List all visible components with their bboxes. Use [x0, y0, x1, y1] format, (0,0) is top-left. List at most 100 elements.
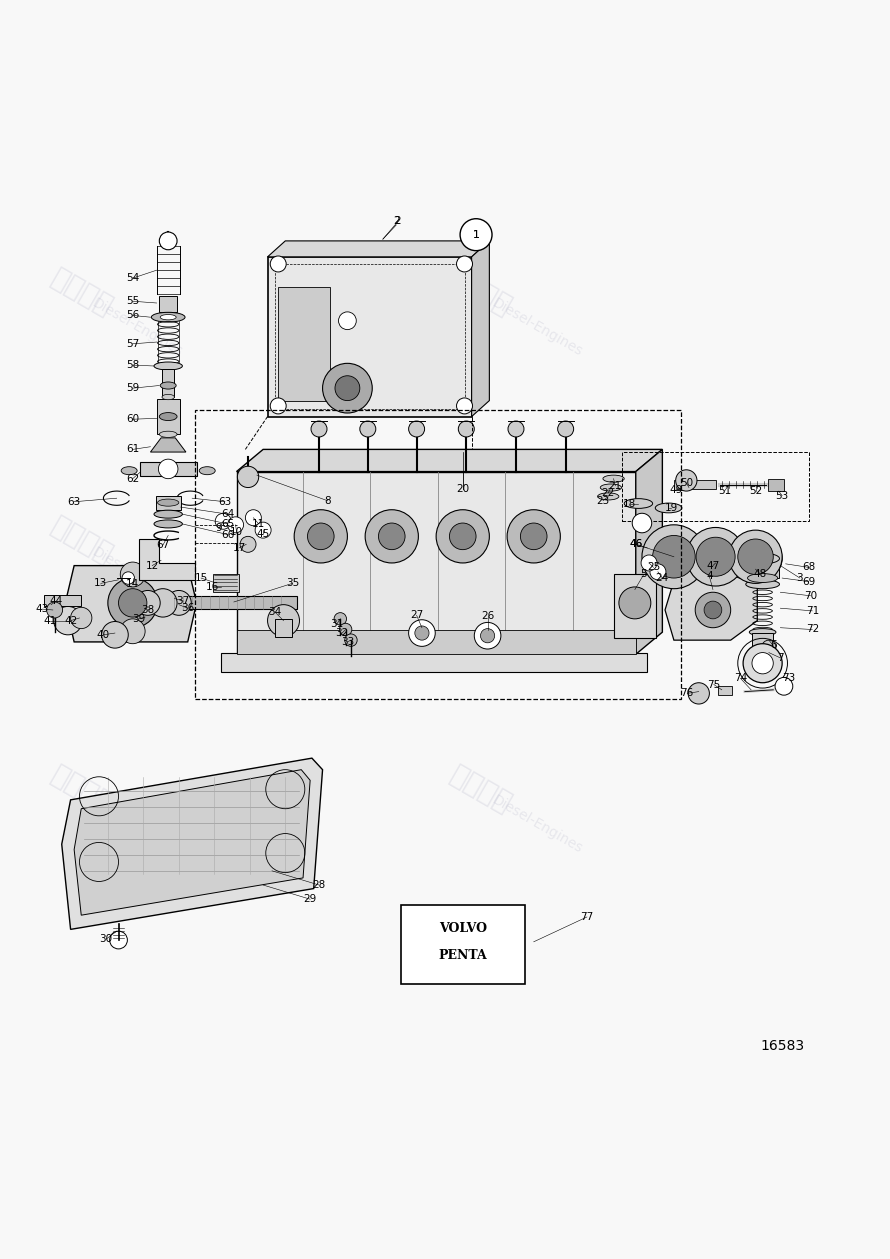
Text: 2: 2 [392, 217, 400, 227]
Bar [162, 369, 174, 397]
Text: 38: 38 [142, 606, 154, 614]
Text: 15: 15 [194, 573, 207, 583]
Text: 46: 46 [629, 539, 643, 549]
Circle shape [632, 514, 651, 533]
Circle shape [135, 590, 160, 616]
Circle shape [70, 607, 92, 628]
Circle shape [650, 564, 666, 580]
Ellipse shape [154, 520, 182, 528]
Text: 55: 55 [126, 296, 140, 306]
Bar [237, 630, 635, 655]
Bar [195, 410, 681, 699]
Polygon shape [635, 449, 662, 655]
Ellipse shape [159, 431, 177, 437]
Polygon shape [74, 769, 310, 915]
Polygon shape [268, 240, 490, 257]
Circle shape [118, 589, 147, 617]
Text: 73: 73 [781, 674, 795, 684]
Circle shape [166, 590, 191, 616]
Circle shape [120, 562, 145, 587]
Circle shape [101, 622, 128, 648]
Text: 12: 12 [146, 560, 158, 570]
Ellipse shape [199, 467, 215, 475]
Text: 77: 77 [580, 912, 594, 922]
Circle shape [159, 232, 177, 249]
Bar [213, 574, 239, 592]
Bar [166, 596, 297, 609]
Text: 5: 5 [641, 569, 647, 579]
Circle shape [122, 572, 134, 584]
Text: 33: 33 [341, 637, 354, 647]
Circle shape [240, 536, 256, 553]
Text: 70: 70 [804, 590, 817, 601]
Circle shape [474, 622, 501, 650]
Text: 43: 43 [36, 604, 49, 614]
Text: 8: 8 [325, 496, 331, 506]
Circle shape [271, 398, 287, 414]
Text: 20: 20 [457, 485, 469, 495]
Text: Diesel-Engines: Diesel-Engines [490, 296, 585, 359]
Text: 11: 11 [252, 519, 265, 529]
Ellipse shape [154, 510, 182, 519]
Circle shape [149, 589, 177, 617]
Ellipse shape [746, 580, 780, 589]
Circle shape [743, 539, 782, 578]
Circle shape [641, 555, 657, 570]
Text: 1: 1 [473, 229, 480, 239]
Circle shape [460, 219, 492, 251]
Text: 49: 49 [669, 485, 683, 495]
Text: 7: 7 [777, 653, 784, 663]
Text: 53: 53 [775, 491, 789, 501]
Bar [622, 452, 809, 521]
Text: 14: 14 [126, 579, 140, 589]
Circle shape [238, 466, 259, 487]
Text: 64: 64 [221, 509, 234, 519]
Text: 34: 34 [268, 607, 281, 617]
Text: 21: 21 [609, 481, 622, 491]
Ellipse shape [159, 413, 177, 421]
Text: 41: 41 [44, 616, 57, 626]
Polygon shape [139, 539, 195, 580]
Circle shape [743, 643, 782, 682]
Text: 2: 2 [394, 217, 401, 227]
Text: 18: 18 [623, 499, 636, 509]
Text: 57: 57 [126, 339, 140, 349]
Text: 61: 61 [126, 444, 140, 454]
Circle shape [676, 470, 697, 491]
Ellipse shape [749, 628, 776, 636]
Polygon shape [237, 449, 662, 472]
Circle shape [339, 623, 352, 636]
Circle shape [255, 522, 271, 538]
Circle shape [360, 421, 376, 437]
Text: 40: 40 [97, 630, 110, 640]
Text: 紫发动力: 紫发动力 [445, 512, 516, 569]
Polygon shape [472, 240, 490, 417]
Text: 25: 25 [647, 563, 660, 573]
Text: Diesel-Engines: Diesel-Engines [90, 545, 185, 608]
Text: 29: 29 [303, 894, 317, 904]
Text: PENTA: PENTA [439, 948, 487, 962]
Text: 44: 44 [50, 596, 63, 606]
Text: 39: 39 [133, 614, 146, 624]
Circle shape [763, 652, 775, 663]
Circle shape [246, 510, 262, 526]
Ellipse shape [746, 553, 780, 564]
Circle shape [295, 510, 347, 563]
Text: 65: 65 [221, 519, 234, 529]
Text: 54: 54 [126, 273, 140, 283]
Text: 69: 69 [802, 577, 815, 587]
Ellipse shape [151, 312, 185, 322]
Circle shape [307, 522, 334, 550]
Circle shape [458, 421, 474, 437]
Circle shape [378, 522, 405, 550]
Text: 16: 16 [206, 582, 219, 592]
Text: 62: 62 [126, 473, 140, 483]
Bar [674, 480, 686, 490]
Text: 17: 17 [232, 543, 246, 553]
Ellipse shape [121, 467, 137, 475]
Circle shape [729, 530, 782, 583]
Bar [400, 904, 525, 985]
Ellipse shape [624, 499, 652, 509]
Circle shape [338, 312, 356, 330]
Text: 24: 24 [656, 573, 669, 583]
